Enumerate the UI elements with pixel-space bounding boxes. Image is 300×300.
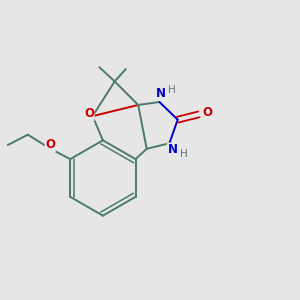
Text: N: N <box>156 87 166 100</box>
Text: O: O <box>45 139 55 152</box>
Text: H: H <box>168 85 176 94</box>
Text: O: O <box>84 107 94 120</box>
Text: N: N <box>167 143 177 156</box>
Text: O: O <box>203 106 213 118</box>
Text: H: H <box>180 149 188 159</box>
